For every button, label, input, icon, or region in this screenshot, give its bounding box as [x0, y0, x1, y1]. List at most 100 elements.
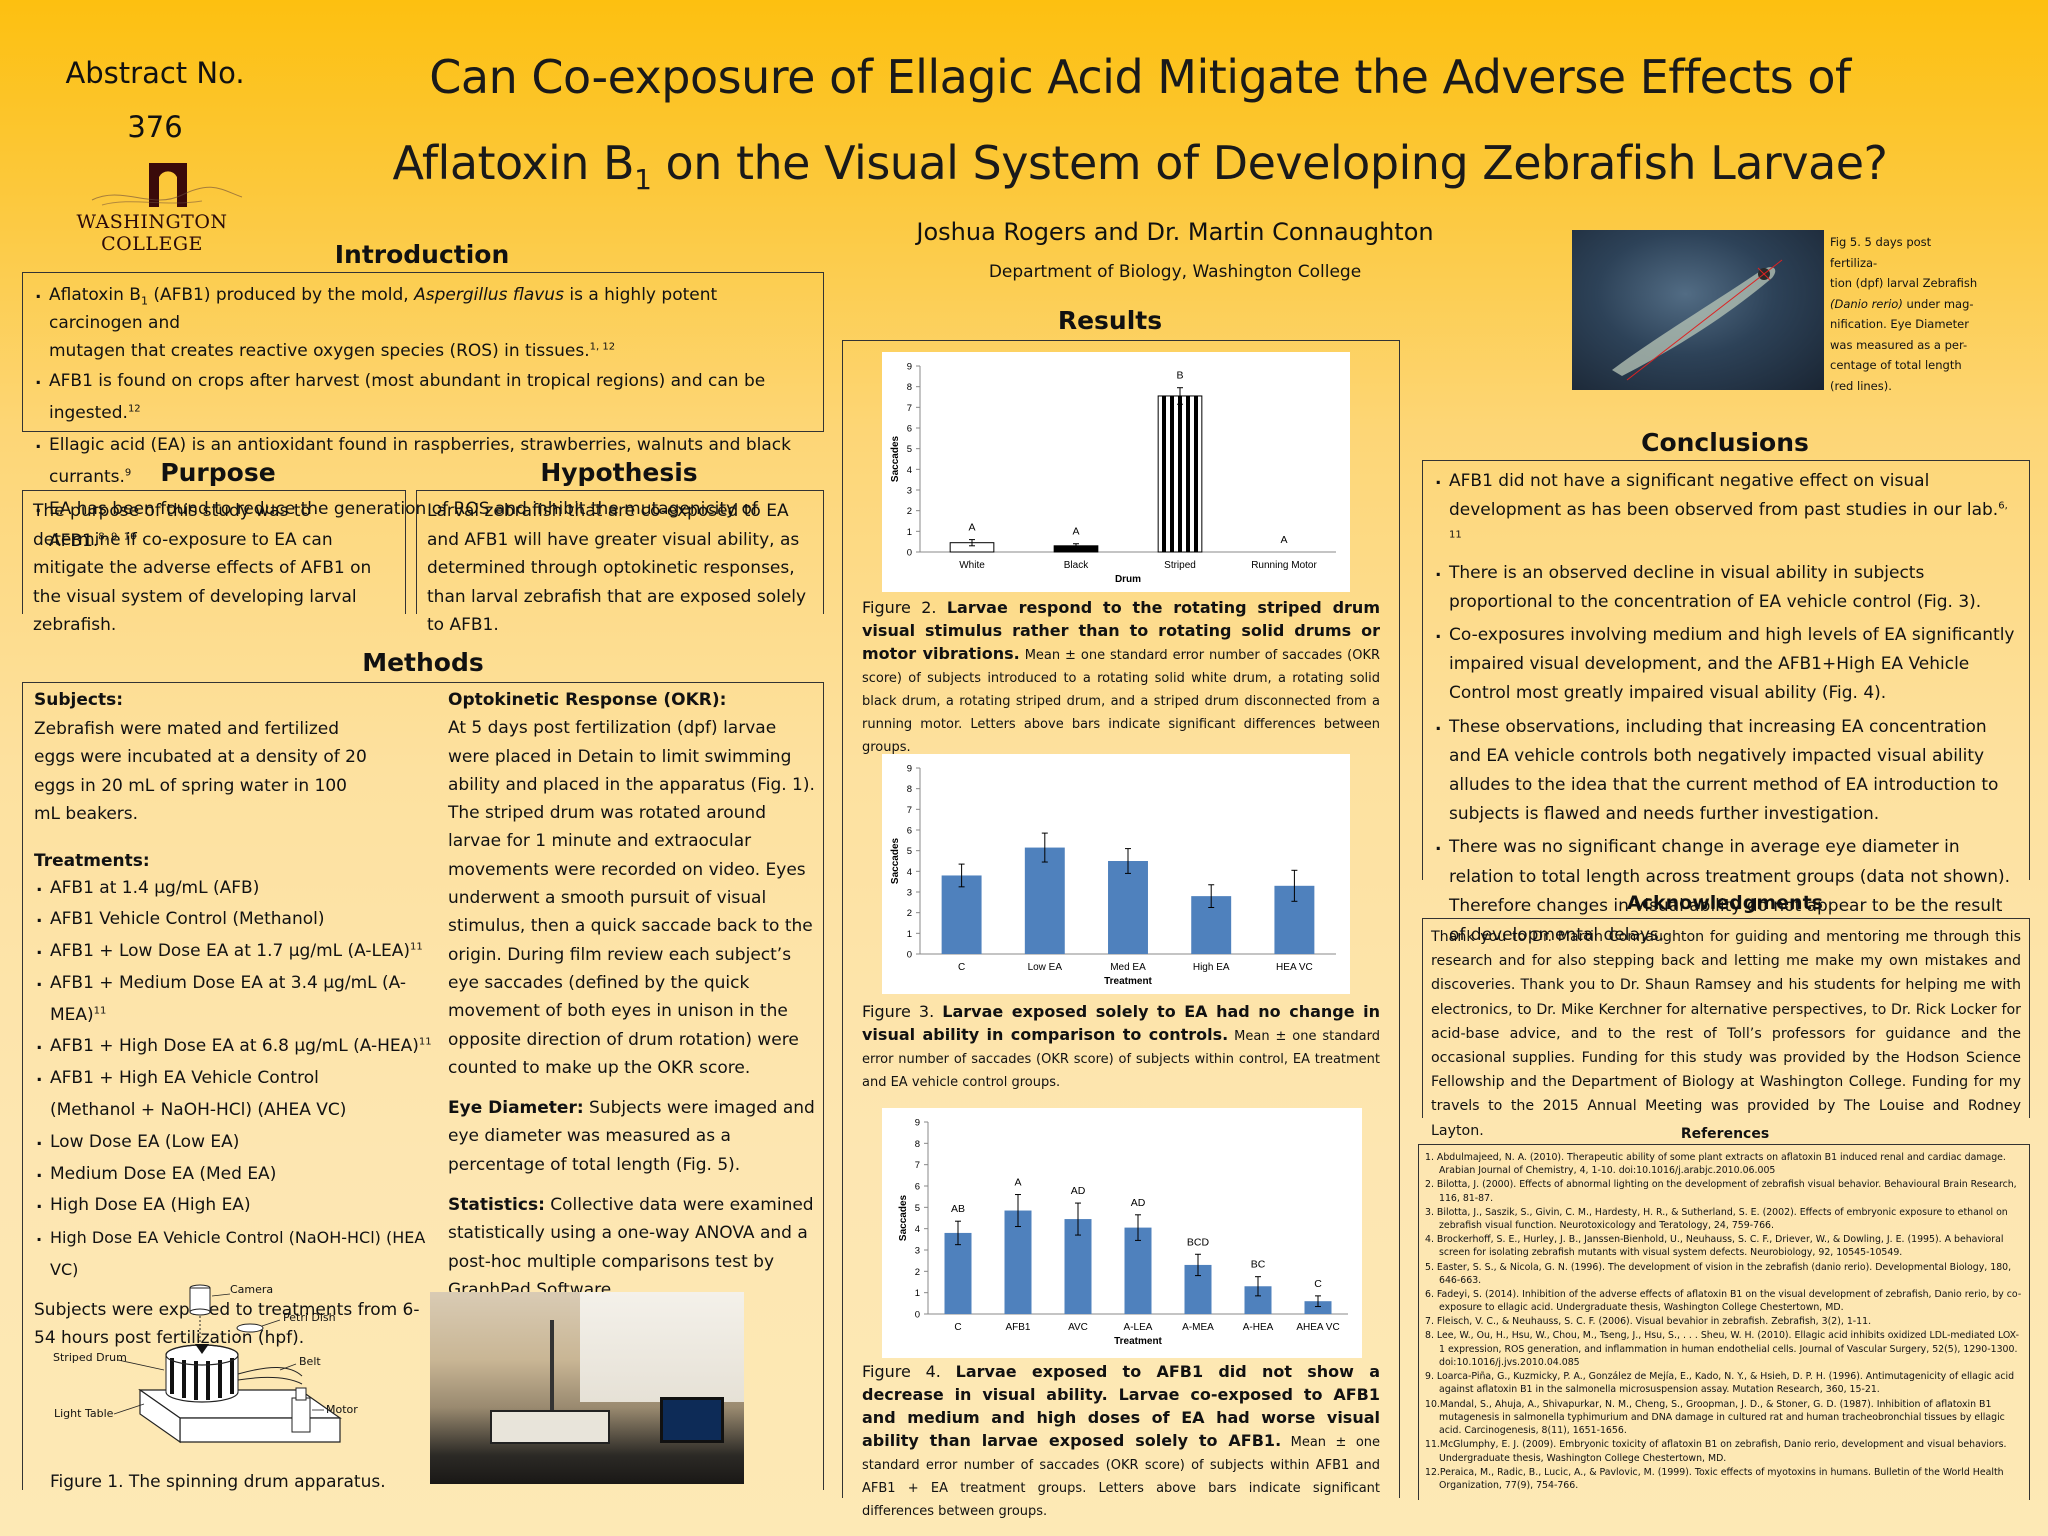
methods-box: [22, 682, 824, 1490]
x-tick-label: Striped: [1164, 560, 1196, 571]
okr-heading: Optokinetic Response (OKR):: [448, 690, 727, 710]
acknowledgments-heading: Acknowledgments: [1627, 892, 1823, 914]
okr-text: At 5 days post fertilization (dpf) larva…: [448, 718, 815, 1078]
bar: [1157, 395, 1203, 553]
x-tick-label: C: [958, 962, 965, 973]
intro-b2-sup: 12: [127, 403, 141, 415]
fig2-caption-small: Mean ± one standard error number of sacc…: [862, 648, 1381, 755]
college-seal-icon: [91, 163, 243, 207]
photo-laptop-icon: [660, 1397, 724, 1443]
reference-list: 1. Abdulmajeed, N. A. (2010). Therapeuti…: [1425, 1151, 2023, 1492]
reference-item: 9. Loarca-Piña, G., Kuzmicky, P. A., Gon…: [1425, 1371, 2015, 1396]
significance-letter: AD: [1131, 1197, 1146, 1209]
significance-letter: A: [1072, 526, 1079, 538]
fig5-line: Fig 5. 5 days post fertiliza-: [1830, 235, 1932, 270]
figure5-caption: Fig 5. 5 days post fertiliza- tion (dpf)…: [1830, 232, 1980, 396]
intro-b3-text: Ellagic acid (EA) is an antioxidant foun…: [49, 435, 791, 487]
y-tick-label: 0: [907, 548, 912, 559]
treatment-item: AFB1 + High EA Vehicle Control (Methanol …: [34, 1061, 434, 1127]
y-tick-label: 3: [907, 888, 912, 899]
treatment-label: AFB1 + High EA Vehicle Control: [50, 1068, 319, 1089]
introduction-heading: Introduction: [334, 240, 510, 269]
exposure-text: Subjects were exposed to treatments from…: [34, 1299, 420, 1349]
y-tick-label: 2: [907, 506, 912, 517]
y-tick-label: 5: [907, 846, 912, 857]
x-axis-title: Treatment: [1114, 1336, 1162, 1347]
reference-item: 10.Mandal, S., Ahuja, A., Shivapurkar, N…: [1425, 1398, 2005, 1437]
treatment-item: High Dose EA Vehicle Control (NaOH-HCl) …: [34, 1220, 434, 1286]
y-tick-label: 7: [907, 403, 912, 414]
intro-b4-sup: 8, 9, 10: [98, 531, 137, 543]
x-tick-label: A-MEA: [1182, 1322, 1214, 1333]
introduction-box: Aflatoxin B1 (AFB1) produced by the mold…: [22, 272, 824, 551]
significance-letter: A: [968, 522, 975, 534]
fig5-line-rest: under mag-: [1902, 296, 1974, 311]
y-tick-label: 5: [907, 444, 912, 455]
bar: [1004, 1210, 1032, 1314]
y-tick-label: 8: [907, 382, 912, 393]
acknowledgments-text: Thank you to Dr. Martin Connaughton for …: [1431, 929, 2021, 1139]
figure3-caption: Figure 3. Larvae exposed solely to EA ha…: [862, 1000, 1380, 1092]
figure3-chart: 0 1 2 3 4 5 6 7 8 9 C Low EA Med EA High EA HEA VC Trea…: [882, 754, 1350, 994]
significance-letter: B: [1176, 370, 1183, 382]
y-tick-label: 3: [907, 486, 912, 497]
intro-bullet-1: Aflatoxin B1 (AFB1) produced by the mold…: [33, 279, 813, 365]
significance-letter: AD: [1071, 1185, 1086, 1197]
x-tick-label: AVC: [1068, 1322, 1088, 1333]
treatment-sup: 11: [93, 1005, 107, 1017]
zebrafish-larva-icon: [1612, 259, 1783, 381]
abstract-number: Abstract No. 376: [40, 46, 270, 154]
significance-letter: AB: [951, 1203, 965, 1215]
treatment-label: Low Dose EA (Low EA): [50, 1131, 240, 1152]
y-tick-label: 2: [915, 1267, 920, 1278]
treatment-list: AFB1 at 1.4 µg/mL (AFB) AFB1 Vehicle Con…: [34, 871, 434, 1286]
authors: Joshua Rogers and Dr. Martin Connaughton: [916, 218, 1434, 246]
y-tick-label: 7: [915, 1160, 920, 1171]
y-tick-label: 4: [907, 465, 912, 476]
y-tick-label: 7: [907, 805, 912, 816]
conclusion-text: There was no significant change in avera…: [1449, 837, 2011, 946]
x-tick-label: Low EA: [1028, 962, 1063, 973]
conclusion-text: There is an observed decline in visual a…: [1449, 562, 1982, 612]
fig3-caption-bold: Larvae exposed solely to EA had no chang…: [862, 1002, 1381, 1044]
y-axis-title: Saccades: [890, 435, 901, 482]
x-tick-label: High EA: [1193, 962, 1230, 973]
poster-title-line1: Can Co-exposure of Ellagic Acid Mitigate…: [429, 50, 1851, 104]
intro-b1-line2: mutagen that creates reactive oxygen spe…: [49, 341, 590, 361]
conclusion-item: Co-exposures involving medium and high l…: [1433, 619, 2019, 709]
y-tick-label: 9: [907, 764, 912, 775]
intro-b2-text: AFB1 is found on crops after harvest (mo…: [49, 371, 766, 423]
intro-b1-post: (AFB1) produced by the mold,: [147, 285, 415, 305]
conclusion-sup: 6, 11: [1449, 500, 2008, 541]
treatment-item: AFB1 + Low Dose EA at 1.7 µg/mL (A-LEA)1…: [34, 934, 434, 968]
intro-b3-sup: 9: [124, 467, 132, 479]
reference-item: 2. Bilotta, J. (2000). Effects of abnorm…: [1425, 1179, 2017, 1204]
conclusion-text: AFB1 did not have a significant negative…: [1449, 471, 1999, 521]
figure1-caption: Figure 1. The spinning drum apparatus.: [50, 1472, 386, 1492]
poster-title-line2: Aflatoxin B1 on the Visual System of Dev…: [280, 136, 2000, 194]
conclusion-item: There is an observed decline in visual a…: [1433, 557, 2019, 617]
bar: [1124, 1227, 1152, 1314]
fig5-line: tion (dpf) larval Zebrafish: [1830, 276, 1978, 290]
fig5-species: (Danio rerio): [1830, 296, 1903, 311]
x-tick-label: Running Motor: [1251, 560, 1317, 571]
reference-item: 8. Lee, W., Ou, H., Hsu, W., Chou, M., T…: [1425, 1330, 2019, 1369]
y-tick-label: 6: [915, 1182, 920, 1193]
bar: [944, 1232, 972, 1314]
title-line2-pre: Aflatoxin B: [392, 136, 635, 190]
conclusion-text: These observations, including that incre…: [1449, 716, 1999, 825]
fig5-line: was measured as a per-: [1830, 337, 1968, 352]
x-tick-label: HEA VC: [1276, 962, 1313, 973]
subjects-text: Zebrafish were mated and fertilized eggs…: [34, 718, 367, 825]
x-tick-label: AFB1: [1005, 1322, 1030, 1333]
x-axis-title: Treatment: [1104, 976, 1152, 987]
results-box: [842, 340, 1400, 1498]
zebrafish-photo: [1572, 230, 1824, 390]
apparatus-photo: [430, 1292, 744, 1484]
eye-heading: Eye Diameter:: [448, 1098, 584, 1119]
y-tick-label: 0: [915, 1310, 920, 1321]
y-axis-title: Saccades: [898, 1194, 909, 1241]
hypothesis-box: Larval zebrafish that are co-exposed to …: [416, 490, 824, 635]
y-tick-label: 9: [915, 1118, 920, 1129]
significance-letter: BCD: [1187, 1236, 1210, 1248]
